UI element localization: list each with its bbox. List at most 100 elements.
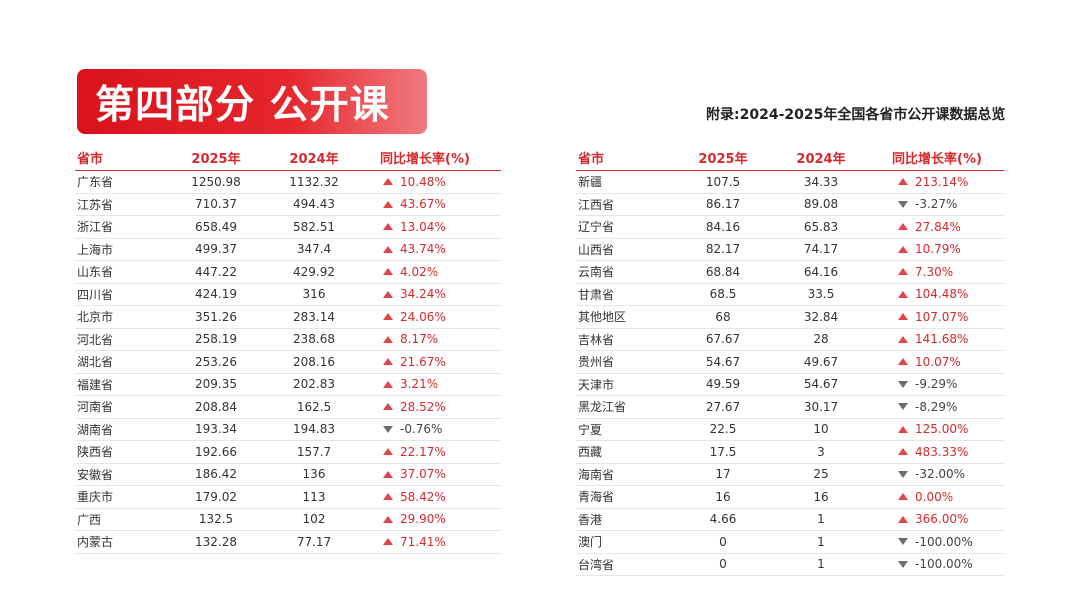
province-name: 新疆 (578, 175, 603, 190)
table-row: 海南省 17 25 -32.00% (576, 464, 1004, 486)
province-name: 安徽省 (77, 467, 114, 482)
table-row: 天津市 49.59 54.67 -9.29% (576, 374, 1004, 396)
growth-rate-cell: -8.29% (870, 400, 1004, 414)
value-2025: 17 (715, 467, 731, 482)
trend-up-icon (898, 223, 908, 231)
growth-rate-value: 27.84% (915, 219, 961, 234)
header-2024: 2024年 (796, 152, 846, 167)
growth-rate-cell: -100.00% (870, 557, 1004, 571)
province-name: 海南省 (578, 467, 615, 482)
trend-up-icon (383, 515, 393, 523)
value-2024: 157.7 (296, 444, 332, 459)
value-2024: 3 (817, 444, 825, 459)
table-header: 省市 2025年 2024年 同比增长率(%) (75, 145, 501, 171)
trend-up-icon (383, 470, 393, 478)
table-row: 新疆 107.5 34.33 213.14% (576, 171, 1004, 194)
table-row: 黑龙江省 27.67 30.17 -8.29% (576, 396, 1004, 419)
table-row: 宁夏 22.5 10 125.00% (576, 419, 1004, 441)
growth-rate-cell: 43.67% (363, 197, 501, 211)
trend-down-icon (383, 425, 393, 433)
value-2025: 1250.98 (191, 174, 241, 189)
table-row: 浙江省 658.49 582.51 13.04% (75, 216, 501, 239)
value-2024: 1 (817, 512, 825, 527)
table-row: 北京市 351.26 283.14 24.06% (75, 306, 501, 329)
value-2025: 4.66 (709, 512, 737, 527)
growth-rate-cell: 29.90% (363, 512, 501, 526)
value-2024: 34.33 (803, 174, 839, 189)
table-row: 台湾省 0 1 -100.00% (576, 554, 1004, 576)
table-row: 吉林省 67.67 28 141.68% (576, 329, 1004, 351)
table-row: 内蒙古 132.28 77.17 71.41% (75, 531, 501, 554)
growth-rate-value: 37.07% (400, 467, 446, 482)
province-name: 云南省 (578, 265, 615, 280)
header-2024: 2024年 (289, 152, 339, 167)
value-2024: 283.14 (293, 309, 335, 324)
province-name: 湖北省 (77, 355, 114, 370)
growth-rate-value: 104.48% (915, 287, 969, 302)
trend-up-icon (383, 380, 393, 388)
table-row: 辽宁省 84.16 65.83 27.84% (576, 216, 1004, 239)
growth-rate-value: 10.07% (915, 354, 961, 369)
value-2024: 16 (813, 489, 829, 504)
growth-rate-cell: -0.76% (363, 422, 501, 436)
value-2025: 351.26 (195, 309, 237, 324)
table-row: 陕西省 192.66 157.7 22.17% (75, 441, 501, 464)
value-2025: 16 (715, 489, 731, 504)
trend-up-icon (898, 313, 908, 321)
table-row: 贵州省 54.67 49.67 10.07% (576, 351, 1004, 374)
growth-rate-value: 8.17% (400, 332, 439, 347)
province-name: 西藏 (578, 445, 603, 460)
growth-rate-value: 483.33% (915, 444, 969, 459)
growth-rate-cell: 10.79% (870, 242, 1004, 256)
table-row: 甘肃省 68.5 33.5 104.48% (576, 284, 1004, 306)
table-row: 江苏省 710.37 494.43 43.67% (75, 194, 501, 216)
growth-rate-value: -0.76% (400, 422, 443, 437)
province-name: 河北省 (77, 332, 114, 347)
value-2024: 162.5 (296, 399, 332, 414)
province-name: 台湾省 (578, 557, 615, 572)
value-2025: 253.26 (195, 354, 237, 369)
trend-down-icon (898, 470, 908, 478)
table-row: 广西 132.5 102 29.90% (75, 509, 501, 531)
growth-rate-value: 213.14% (915, 174, 969, 189)
value-2024: 1 (817, 557, 825, 572)
growth-rate-value: 43.67% (400, 197, 446, 212)
trend-down-icon (898, 538, 908, 546)
value-2024: 347.4 (296, 242, 332, 257)
left-table-body: 广东省 1250.98 1132.32 10.48% 江苏省 710.37 494.43 43… (75, 171, 501, 554)
growth-rate-cell: 7.30% (870, 265, 1004, 279)
value-2024: 32.84 (803, 309, 839, 324)
trend-up-icon (898, 358, 908, 366)
value-2024: 30.17 (803, 399, 839, 414)
table-row: 青海省 16 16 0.00% (576, 486, 1004, 509)
trend-up-icon (383, 493, 393, 501)
value-2025: 132.5 (198, 512, 234, 527)
value-2024: 28 (813, 332, 829, 347)
province-name: 四川省 (77, 287, 114, 302)
value-2024: 77.17 (296, 534, 332, 549)
table-row: 福建省 209.35 202.83 3.21% (75, 374, 501, 396)
value-2025: 258.19 (195, 332, 237, 347)
trend-down-icon (898, 380, 908, 388)
table-row: 西藏 17.5 3 483.33% (576, 441, 1004, 464)
value-2025: 54.67 (705, 354, 741, 369)
value-2024: 582.51 (293, 219, 335, 234)
right-table-body: 新疆 107.5 34.33 213.14% 江西省 86.17 89.08 -3.27% 辽宁… (576, 171, 1004, 576)
growth-rate-cell: 34.24% (363, 287, 501, 301)
value-2025: 424.19 (195, 287, 237, 302)
header-2025: 2025年 (191, 152, 241, 167)
value-2024: 25 (813, 467, 829, 482)
trend-up-icon (898, 515, 908, 523)
province-name: 陕西省 (77, 445, 114, 460)
trend-down-icon (898, 200, 908, 208)
trend-up-icon (898, 178, 908, 186)
growth-rate-cell: 43.74% (363, 242, 501, 256)
growth-rate-cell: 4.02% (363, 265, 501, 279)
trend-up-icon (383, 448, 393, 456)
province-name: 浙江省 (77, 220, 114, 235)
growth-rate-cell: 22.17% (363, 445, 501, 459)
growth-rate-value: 22.17% (400, 444, 446, 459)
header-growth-rate: 同比增长率(%) (892, 152, 982, 167)
province-name: 湖南省 (77, 422, 114, 437)
value-2025: 84.16 (705, 219, 741, 234)
